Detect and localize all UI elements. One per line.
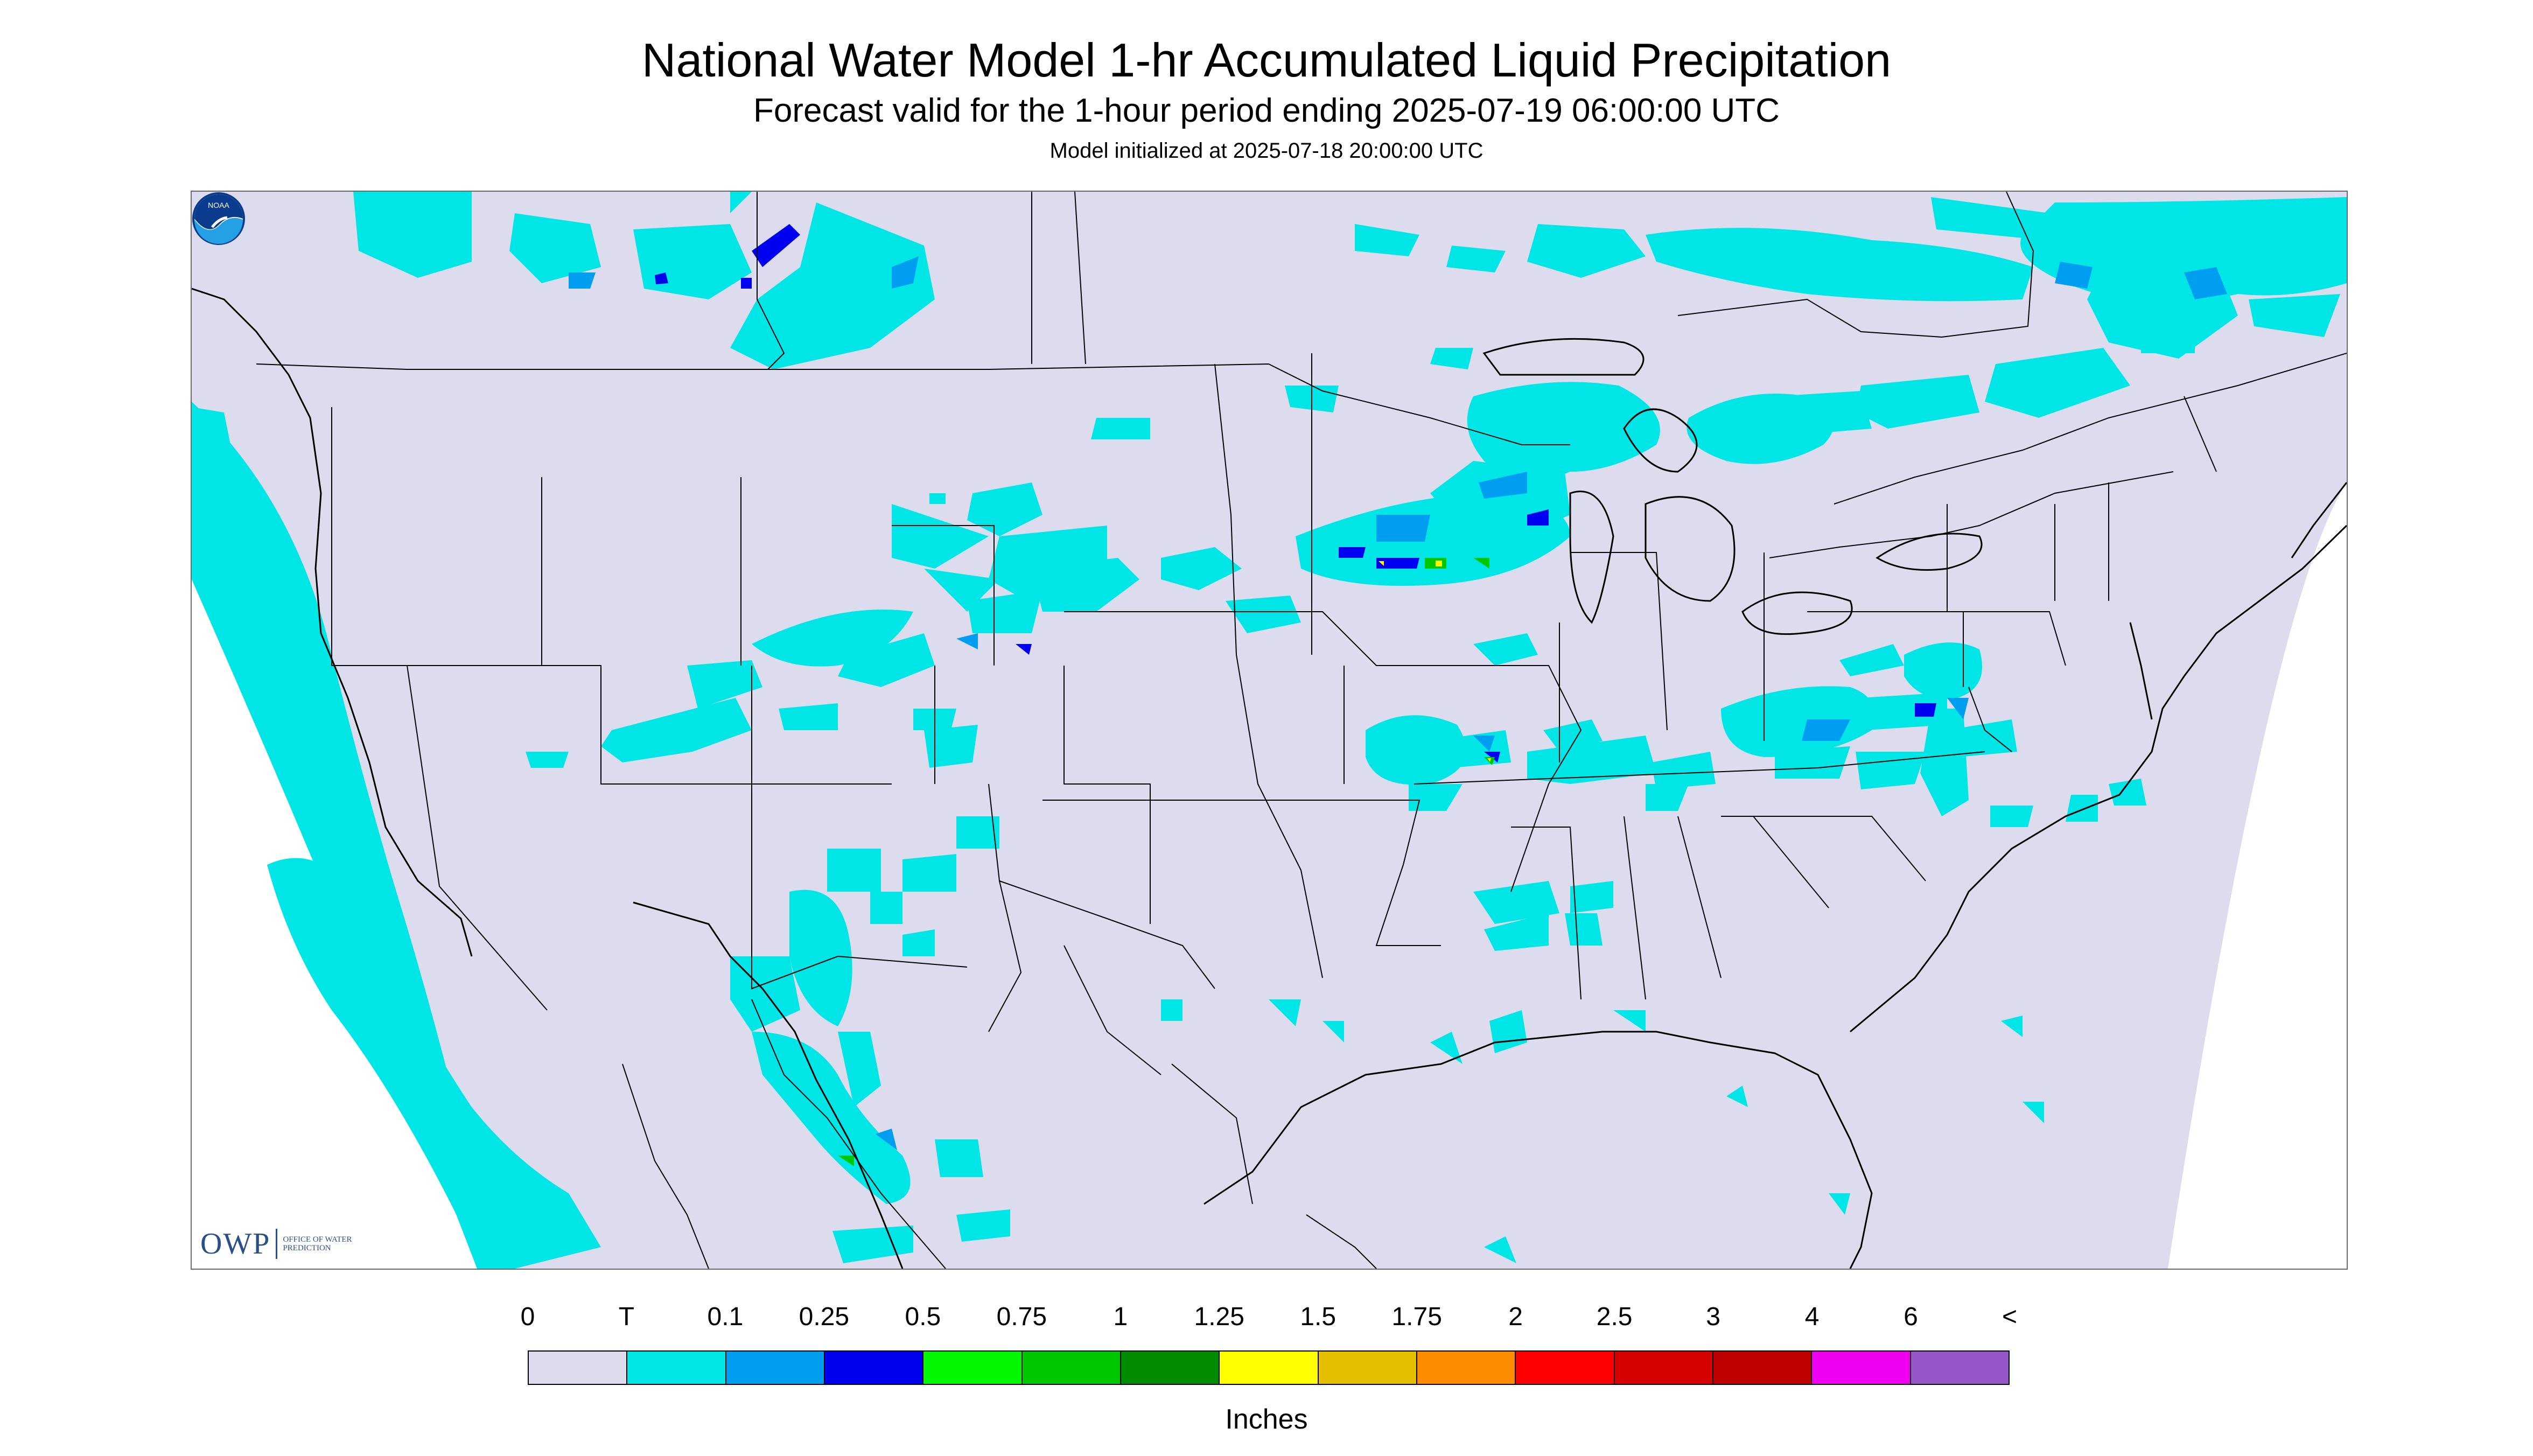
precip-moderate-areas <box>655 224 1936 762</box>
legend-swatch-10 <box>1516 1352 1615 1384</box>
legend-swatch-9 <box>1417 1352 1516 1384</box>
legend-swatch-7 <box>1220 1352 1319 1384</box>
legend-tick-label: 6 <box>1904 1303 1918 1331</box>
legend-swatch-11 <box>1614 1352 1713 1384</box>
chart-subtitle: Forecast valid for the 1-hour period end… <box>753 92 1780 129</box>
chart-title: National Water Model 1-hr Accumulated Li… <box>641 33 1892 87</box>
owp-divider <box>276 1229 278 1259</box>
legend-swatch-3 <box>824 1352 924 1384</box>
legend-tick-label: 0.75 <box>996 1303 1047 1331</box>
owp-logo: OWP OFFICE OF WATER PREDICTION <box>200 1227 363 1261</box>
precip-trace-areas <box>192 192 2347 1269</box>
legend-tick-label: 1 <box>1113 1303 1128 1331</box>
precipitation-map: OWP OFFICE OF WATER PREDICTION NOAA <box>191 191 2348 1270</box>
legend-tick-label: 1.5 <box>1300 1303 1337 1331</box>
model-init-time: Model initialized at 2025-07-18 20:00:00… <box>1049 139 1484 163</box>
legend-tick-label: 0 <box>520 1303 535 1331</box>
legend-tick-label: 1.75 <box>1391 1303 1442 1331</box>
owp-wordmark: OWP <box>200 1227 271 1261</box>
legend-tick-label: 0.25 <box>799 1303 850 1331</box>
legend-tick-label: 0.5 <box>905 1303 941 1331</box>
legend-units: Inches <box>1225 1404 1308 1435</box>
legend-tick-label: 3 <box>1706 1303 1720 1331</box>
legend-tick-label: 2.5 <box>1596 1303 1633 1331</box>
legend-tick-label: T <box>618 1303 635 1331</box>
legend-tick-label: 0.1 <box>707 1303 744 1331</box>
legend-tick-label: 2 <box>1508 1303 1523 1331</box>
color-legend <box>528 1350 2010 1385</box>
coastlines <box>192 288 2347 1269</box>
legend-swatch-2 <box>726 1352 825 1384</box>
legend-swatch-14 <box>1911 1352 2009 1384</box>
precip-light-areas <box>569 256 2227 1150</box>
legend-swatch-8 <box>1318 1352 1417 1384</box>
legend-swatch-1 <box>627 1352 726 1384</box>
legend-swatch-13 <box>1812 1352 1911 1384</box>
legend-swatch-6 <box>1121 1352 1220 1384</box>
noaa-logo-icon: NOAA <box>192 192 245 245</box>
legend-tick-labels: 0 T 0.1 0.25 0.5 0.75 1 1.25 1.5 1.75 2 2.5 3 4 6 < <box>521 1302 2017 1334</box>
precip-intense-areas <box>1379 561 1491 762</box>
legend-swatch-12 <box>1713 1352 1813 1384</box>
model-domain <box>192 192 2347 1269</box>
legend-swatch-4 <box>923 1352 1023 1384</box>
legend-tick-label: 4 <box>1804 1303 1820 1331</box>
owp-subtitle: OFFICE OF WATER PREDICTION <box>283 1235 352 1252</box>
political-boundaries <box>256 192 2347 1269</box>
map-svg <box>192 192 2347 1269</box>
noaa-text: NOAA <box>208 201 229 209</box>
legend-swatch-5 <box>1022 1352 1121 1384</box>
legend-swatch-0 <box>529 1352 628 1384</box>
legend-tick-label: < <box>2002 1303 2018 1331</box>
legend-tick-label: 1.25 <box>1194 1303 1244 1331</box>
